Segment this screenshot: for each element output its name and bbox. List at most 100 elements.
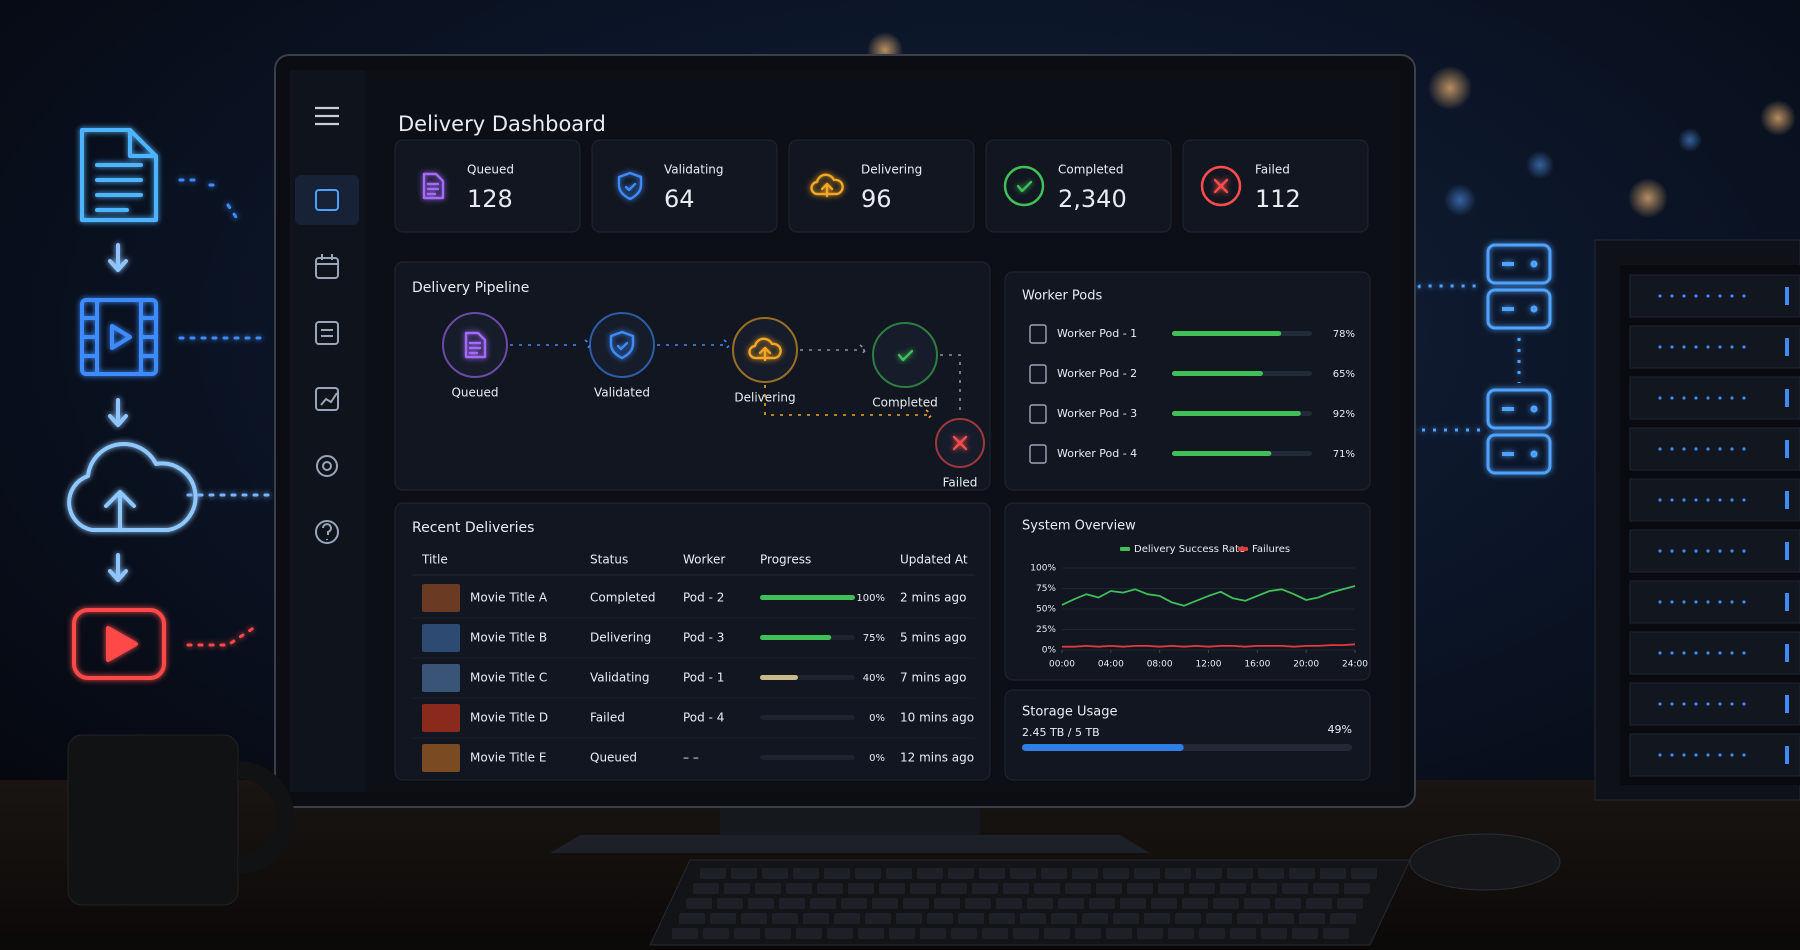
menu-icon[interactable] — [315, 106, 339, 126]
key — [989, 913, 1015, 924]
key — [824, 868, 850, 879]
rack-led-bar — [1785, 542, 1789, 560]
pipeline-icon — [952, 435, 968, 451]
pod-bar — [1172, 451, 1272, 456]
key — [700, 868, 726, 879]
rack-led — [1670, 345, 1674, 349]
rack-led — [1730, 345, 1734, 349]
stat-icon-ring — [1003, 165, 1045, 207]
rack-led — [1682, 549, 1686, 553]
nav-list[interactable] — [315, 321, 339, 345]
key — [1051, 913, 1077, 924]
nav-deliveries[interactable] — [315, 189, 339, 211]
rack-led — [1694, 549, 1698, 553]
x-tick-label: 24:00 — [1342, 660, 1368, 670]
key — [786, 883, 812, 894]
rack-led — [1706, 294, 1710, 298]
rack-led — [1706, 396, 1710, 400]
key — [1103, 868, 1129, 879]
stat-label: Validating — [664, 163, 724, 177]
rack-led — [1730, 702, 1734, 706]
storage-detail: 2.45 TB / 5 TB — [1022, 726, 1100, 739]
recent-deliveries-panel — [394, 502, 991, 781]
delivery-updated: 10 mins ago — [900, 711, 974, 725]
key — [1206, 913, 1232, 924]
key — [1020, 913, 1046, 924]
rack-unit — [1629, 376, 1800, 420]
rack-led — [1742, 753, 1746, 757]
nav-analytics[interactable] — [315, 387, 339, 411]
rack-led — [1682, 294, 1686, 298]
key — [972, 883, 998, 894]
pipeline-node — [589, 312, 655, 378]
delivery-title: Movie Title E — [470, 751, 546, 765]
key — [982, 928, 1008, 939]
pod-percent: 65% — [1333, 369, 1355, 380]
key — [731, 868, 757, 879]
key — [762, 868, 788, 879]
key — [1189, 883, 1215, 894]
nav-help[interactable] — [315, 520, 339, 544]
rack-led-bar — [1785, 644, 1789, 662]
rack-led — [1742, 549, 1746, 553]
rack-led — [1706, 600, 1710, 604]
stat-card — [1182, 139, 1369, 233]
key — [1089, 898, 1115, 909]
delivery-updated: 7 mins ago — [900, 671, 966, 685]
rack-led — [1742, 447, 1746, 451]
delivery-status: Queued — [590, 751, 637, 765]
rack-unit — [1629, 325, 1800, 369]
delivery-status: Failed — [590, 711, 625, 725]
rack-led — [1706, 753, 1710, 757]
stat-icon — [1016, 180, 1033, 193]
pod-percent: 71% — [1333, 449, 1355, 460]
legend-label: Failures — [1252, 544, 1290, 555]
rack-led — [1730, 294, 1734, 298]
rack-led-bar — [1785, 287, 1789, 305]
stat-value: 96 — [861, 185, 892, 213]
key — [1065, 883, 1091, 894]
key — [1199, 928, 1225, 939]
rack-led — [1658, 396, 1662, 400]
delivery-worker: Pod - 4 — [683, 711, 724, 725]
rack-led — [1730, 447, 1734, 451]
nav-settings[interactable] — [316, 455, 338, 477]
nav-item-active[interactable] — [295, 175, 359, 225]
rack-led — [1718, 549, 1722, 553]
key — [855, 868, 881, 879]
pod-bar — [1172, 371, 1263, 376]
rack-led — [1658, 702, 1662, 706]
pipeline-node — [872, 322, 938, 388]
poster-thumbnail — [422, 584, 460, 612]
pipeline-link — [764, 385, 934, 421]
pipeline-icon — [897, 349, 914, 362]
key — [1168, 928, 1194, 939]
delivery-status: Validating — [590, 671, 650, 685]
key — [1165, 868, 1191, 879]
nav-calendar[interactable] — [315, 257, 339, 279]
key — [1330, 913, 1356, 924]
key — [1323, 928, 1349, 939]
rack-led — [1730, 753, 1734, 757]
key — [886, 868, 912, 879]
stat-label: Queued — [467, 163, 514, 177]
dashboard-title: Delivery Dashboard — [398, 112, 606, 136]
key — [817, 883, 843, 894]
pod-icon — [1029, 404, 1047, 424]
key — [772, 913, 798, 924]
pipeline-stage: Completed — [872, 396, 937, 410]
key — [920, 928, 946, 939]
storage-percent: 49% — [1328, 723, 1352, 736]
rack-led — [1670, 549, 1674, 553]
rack-led — [1742, 396, 1746, 400]
key — [1289, 868, 1315, 879]
key — [734, 928, 760, 939]
server-rack — [1594, 239, 1800, 801]
pipeline-link — [510, 339, 593, 351]
rack-led — [1742, 345, 1746, 349]
key — [1158, 883, 1184, 894]
key — [1113, 913, 1139, 924]
rack-unit — [1629, 631, 1800, 675]
rack-led — [1670, 753, 1674, 757]
